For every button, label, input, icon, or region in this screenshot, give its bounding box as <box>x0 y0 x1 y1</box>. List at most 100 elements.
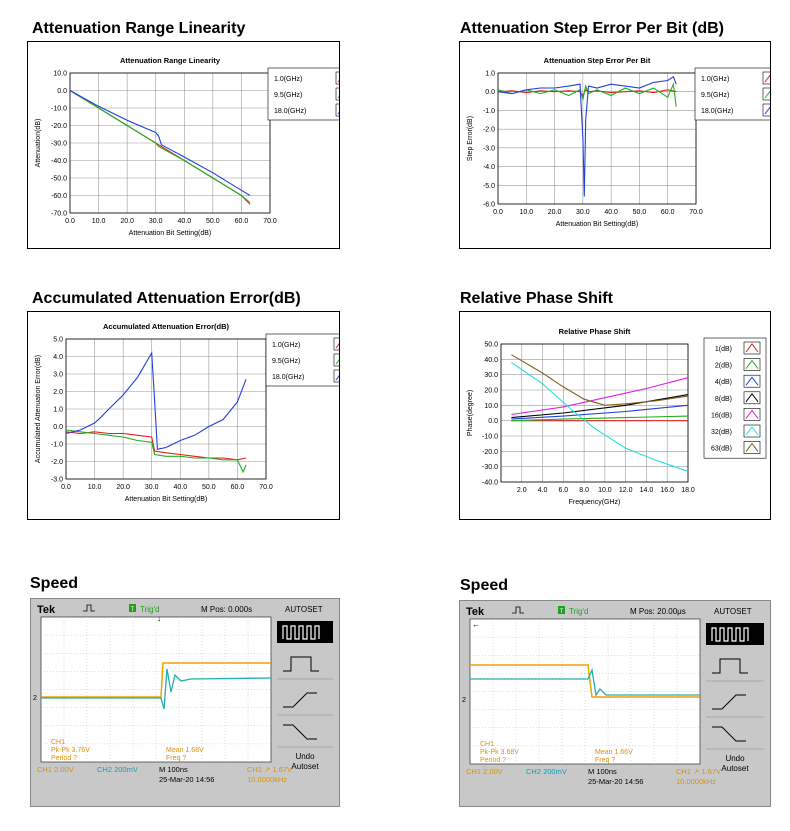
series-line <box>65 429 247 474</box>
x-tick-label: 20.0 <box>120 218 134 225</box>
y-tick-label: 10.0 <box>484 403 498 410</box>
x-axis-label: Attenuation Bit Setting(dB) <box>125 496 208 503</box>
series-line <box>69 90 251 196</box>
falling-edge-icon <box>712 726 746 742</box>
x-tick-label: 30.0 <box>145 484 159 491</box>
legend-swatch <box>743 374 761 388</box>
y-axis-label: Accumulated Attenuation Error(dB) <box>35 355 42 463</box>
section-title-linearity: Attenuation Range Linearity <box>32 20 246 37</box>
ch2-trace <box>470 667 700 697</box>
legend-swatch-line <box>745 392 759 403</box>
x-tick-label: 20.0 <box>116 484 130 491</box>
y-axis-label: Phase(degree) <box>467 390 474 436</box>
legend-label: 1.0(GHz) <box>701 76 729 83</box>
scope-trigger-freq: 10.0000kHz <box>676 777 716 786</box>
x-axis-label: Attenuation Bit Setting(dB) <box>556 221 639 228</box>
x-tick-label: 30.0 <box>576 209 590 216</box>
scope-readout-ch1: CH1 <box>480 741 494 748</box>
scope-ch2-scale: CH2 200mV <box>97 765 138 774</box>
section-title-accum-error: Accumulated Attenuation Error(dB) <box>32 290 301 307</box>
y-tick-label: 1.0 <box>485 71 495 78</box>
y-tick-label: -40.0 <box>51 158 67 165</box>
scope-brand: Tek <box>466 606 485 618</box>
series-line <box>65 351 247 450</box>
y-tick-label: 0.0 <box>57 88 67 95</box>
y-tick-label: -2.0 <box>483 127 495 134</box>
accum-error-chart: Accumulated Attenuation Error(dB) 0.0 10.0… <box>35 322 357 503</box>
menu-square-wave-selected <box>277 621 333 643</box>
scope-mpos: M Pos: 20.00μs <box>630 607 686 616</box>
y-tick-label: -3.0 <box>51 477 63 484</box>
y-tick-label: 50.0 <box>484 342 498 349</box>
scope-trigger-level: CH1 ↗ 1.67V <box>247 765 292 774</box>
legend-label: 4(dB) <box>715 379 732 386</box>
y-axis-label: Step Error(dB) <box>467 116 474 161</box>
x-tick-label: 10.0 <box>92 218 106 225</box>
y-tick-label: 30.0 <box>484 372 498 379</box>
legend-label: 16(dB) <box>711 412 732 419</box>
x-tick-label: 40.0 <box>177 218 191 225</box>
x-tick-label: 2.0 <box>517 487 527 494</box>
legend-swatch <box>743 408 761 421</box>
scope-autoset-title: AUTOSET <box>285 605 323 614</box>
trig-indicator-letter: T <box>131 607 135 613</box>
series-line <box>65 431 247 461</box>
trig-indicator-icon <box>129 604 136 612</box>
legend-label: 18.0(GHz) <box>274 108 306 115</box>
ch2-ground-marker: 2 <box>33 695 37 702</box>
single-pulse-icon <box>712 658 748 674</box>
y-tick-label: 3.0 <box>53 372 63 379</box>
x-tick-label: 40.0 <box>173 484 187 491</box>
y-tick-label: -60.0 <box>51 193 67 200</box>
scope-readout-mean: Mean 1.66V <box>595 749 633 756</box>
x-tick-label: 18.0 <box>681 487 695 494</box>
scope-trig-status: Trig'd <box>140 605 159 614</box>
undo-button: Undo <box>295 752 315 761</box>
y-tick-label: -20.0 <box>482 449 498 456</box>
scope-readout-pkpk: Pk-Pk 3.76V <box>51 747 90 754</box>
x-axis-label: Frequency(GHz) <box>569 499 621 506</box>
section-title-speed-1: Speed <box>30 575 79 592</box>
legend-swatch <box>333 369 351 383</box>
chart-title: Relative Phase Shift <box>559 327 631 336</box>
legend-swatch <box>333 337 351 351</box>
plot-frame <box>65 338 267 480</box>
scope-screen-1: Tek T Trig'd M Pos: 0.000s AUTOSET ↓ 2 CH1 Pk-Pk… <box>30 598 340 807</box>
chart-panel-phase: Relative Phase Shift 2.0 4.0 6.0 8.0 10.0 12.0… <box>459 311 771 520</box>
section-title-phase: Relative Phase Shift <box>460 290 613 307</box>
legend-swatch <box>743 424 761 438</box>
autoset-button: Autoset <box>291 762 319 771</box>
legend-swatch <box>762 71 780 85</box>
x-tick-label: 0.0 <box>61 484 71 491</box>
legend-swatch-line <box>745 376 759 386</box>
y-tick-label: 40.0 <box>484 357 498 364</box>
y-tick-label: -2.0 <box>51 459 63 466</box>
y-tick-label: -1.0 <box>483 108 495 115</box>
scope-ch2-scale: CH2 200mV <box>526 767 567 776</box>
single-pulse-icon <box>283 656 319 672</box>
legend-label: 9.5(GHz) <box>272 358 300 365</box>
y-tick-label: 10.0 <box>53 71 67 78</box>
y-tick-label: -70.0 <box>51 211 67 218</box>
legend-swatch <box>743 341 761 355</box>
y-tick-label: -4.0 <box>483 164 495 171</box>
y-tick-label: 0.0 <box>485 89 495 96</box>
series-line <box>511 377 689 416</box>
y-tick-label: -40.0 <box>482 480 498 487</box>
step-error-chart: Attenuation Step Error Per Bit 0.0 10.0 20.… <box>467 56 786 228</box>
chart-panel-accum-error: Accumulated Attenuation Error(dB) 0.0 10.0… <box>27 311 357 520</box>
scope-trig-status: Trig'd <box>569 607 588 616</box>
scope-readout-freq: Freq ? <box>595 757 615 764</box>
phase-chart: Relative Phase Shift 2.0 4.0 6.0 8.0 10.0 12.0… <box>467 327 767 506</box>
legend-swatch <box>335 71 353 85</box>
y-axis-label: Attenuation(dB) <box>35 119 42 168</box>
chart-title: Attenuation Range Linearity <box>120 56 221 65</box>
series-line <box>69 90 251 203</box>
scope-display-2: Tek T Trig'd M Pos: 20.00μs AUTOSET ← 2 CH1Pk-P… <box>460 601 770 806</box>
x-tick-label: 60.0 <box>231 484 245 491</box>
x-tick-label: 50.0 <box>206 218 220 225</box>
chart-title: Attenuation Step Error Per Bit <box>544 56 651 65</box>
legend-label: 9.5(GHz) <box>701 92 729 99</box>
ch1-trace <box>470 664 700 698</box>
legend-swatch-line <box>745 442 759 452</box>
